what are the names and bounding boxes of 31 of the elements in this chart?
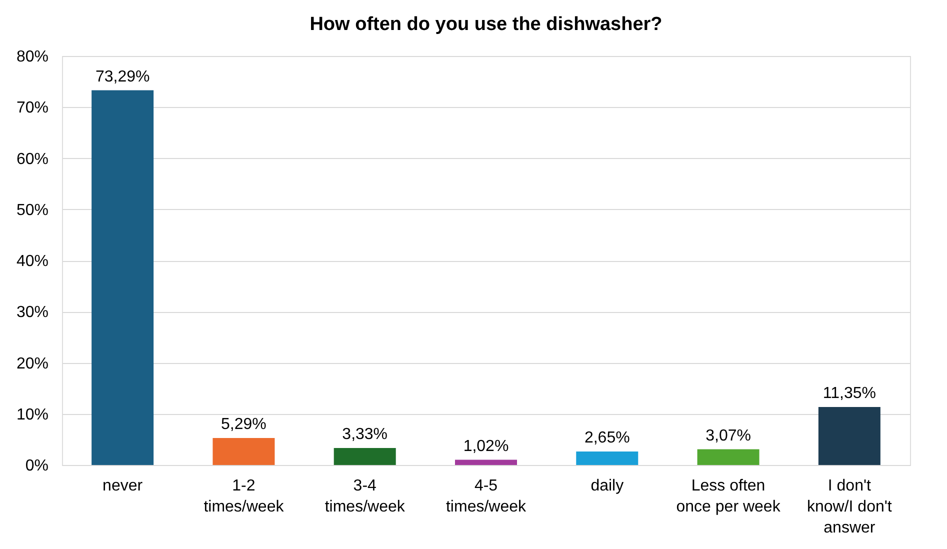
bar [697, 449, 760, 465]
bar [92, 90, 154, 465]
bar [576, 451, 638, 465]
y-tick-label: 20% [16, 355, 48, 372]
x-tick-label: Less often once per week [676, 478, 782, 516]
y-tick-label: 10% [16, 406, 48, 424]
y-tick-label: 70% [16, 100, 48, 117]
data-label: 2,65% [584, 429, 630, 446]
y-tick-label: 30% [16, 304, 48, 322]
y-tick-label: 80% [16, 48, 48, 66]
bar [212, 438, 275, 465]
y-tick-label: 60% [16, 150, 48, 168]
x-tick-label: never [102, 478, 144, 494]
bar [334, 448, 396, 465]
x-tick-label: 4-5 times/week [446, 478, 528, 516]
data-label: 5,29% [221, 416, 266, 433]
bar [455, 460, 517, 465]
x-tick-label: 1-2 times/week [204, 478, 285, 516]
x-tick-label: 3-4 times/week [324, 478, 406, 516]
x-tick-label: I don't know/I don't answer [806, 478, 892, 536]
data-label: 1,02% [463, 438, 509, 455]
bar [818, 406, 880, 465]
data-label: 3,07% [706, 427, 751, 444]
data-label: 3,33% [342, 426, 388, 443]
x-tick-label: daily [590, 478, 624, 494]
data-label: 11,35% [822, 384, 876, 402]
y-tick-label: 0% [25, 458, 48, 474]
chart-title: How often do you use the dishwasher? [310, 14, 662, 35]
data-label: 73,29% [95, 68, 150, 86]
y-tick-label: 40% [16, 253, 48, 270]
y-tick-label: 50% [16, 202, 48, 219]
